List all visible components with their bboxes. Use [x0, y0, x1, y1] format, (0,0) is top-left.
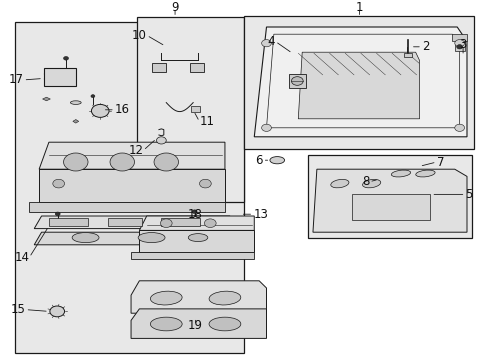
Ellipse shape: [150, 317, 182, 331]
Circle shape: [50, 306, 64, 317]
Circle shape: [55, 212, 60, 216]
Text: 14: 14: [14, 251, 29, 264]
Bar: [151, 63, 166, 72]
Ellipse shape: [70, 101, 81, 104]
Circle shape: [156, 137, 166, 144]
Text: 9: 9: [171, 1, 179, 14]
Polygon shape: [139, 230, 254, 252]
Text: 15: 15: [11, 303, 25, 316]
Polygon shape: [39, 169, 224, 202]
Polygon shape: [34, 232, 229, 245]
Ellipse shape: [138, 233, 164, 243]
Ellipse shape: [390, 170, 410, 177]
Text: 3: 3: [458, 39, 466, 51]
Text: 10: 10: [132, 29, 146, 42]
Circle shape: [160, 219, 172, 228]
Bar: [137, 17, 244, 202]
Text: 4: 4: [267, 35, 275, 48]
Polygon shape: [131, 252, 254, 259]
Polygon shape: [254, 27, 466, 137]
Text: 12: 12: [128, 144, 143, 157]
Polygon shape: [131, 281, 266, 313]
Circle shape: [291, 77, 303, 85]
Circle shape: [454, 124, 464, 131]
Text: 17: 17: [8, 73, 23, 86]
Polygon shape: [139, 216, 254, 230]
Circle shape: [261, 40, 271, 47]
Polygon shape: [73, 120, 79, 123]
Polygon shape: [29, 202, 224, 212]
Bar: [307, 155, 471, 238]
Ellipse shape: [415, 170, 434, 177]
Text: 7: 7: [436, 156, 443, 168]
Bar: [15, 22, 244, 353]
Circle shape: [53, 179, 64, 188]
Ellipse shape: [330, 179, 348, 188]
Ellipse shape: [269, 157, 284, 164]
Bar: [161, 218, 200, 226]
Ellipse shape: [209, 317, 240, 331]
Bar: [49, 218, 88, 226]
Polygon shape: [42, 97, 50, 101]
Circle shape: [204, 219, 216, 228]
Polygon shape: [131, 309, 266, 338]
Bar: [454, 42, 464, 51]
Bar: [244, 16, 473, 149]
Text: 11: 11: [199, 115, 214, 128]
Bar: [351, 194, 429, 220]
Polygon shape: [39, 142, 224, 169]
Circle shape: [154, 153, 178, 171]
Text: 18: 18: [187, 208, 202, 221]
Text: 6: 6: [255, 154, 262, 167]
Ellipse shape: [362, 179, 380, 188]
Circle shape: [110, 153, 134, 171]
Text: 16: 16: [115, 103, 130, 116]
Bar: [190, 106, 200, 112]
Bar: [44, 68, 76, 86]
Circle shape: [454, 40, 464, 47]
Bar: [404, 53, 411, 57]
Circle shape: [63, 57, 68, 60]
Bar: [189, 63, 204, 72]
Ellipse shape: [209, 291, 240, 305]
Circle shape: [192, 210, 197, 213]
Text: 19: 19: [188, 319, 203, 332]
Circle shape: [91, 95, 95, 98]
Text: 13: 13: [253, 208, 267, 221]
Text: 2: 2: [421, 40, 428, 53]
Polygon shape: [312, 169, 466, 232]
Text: 1: 1: [355, 1, 363, 14]
Bar: [451, 34, 466, 41]
Polygon shape: [34, 216, 229, 229]
Bar: [288, 74, 305, 88]
Circle shape: [63, 153, 88, 171]
Text: 5: 5: [465, 188, 472, 201]
Circle shape: [91, 104, 109, 117]
Polygon shape: [298, 52, 419, 119]
Text: 8: 8: [361, 175, 368, 188]
Ellipse shape: [150, 291, 182, 305]
Circle shape: [456, 45, 462, 49]
Ellipse shape: [188, 234, 207, 242]
Circle shape: [199, 179, 211, 188]
Bar: [107, 218, 142, 226]
Ellipse shape: [72, 233, 99, 243]
Circle shape: [261, 124, 271, 131]
